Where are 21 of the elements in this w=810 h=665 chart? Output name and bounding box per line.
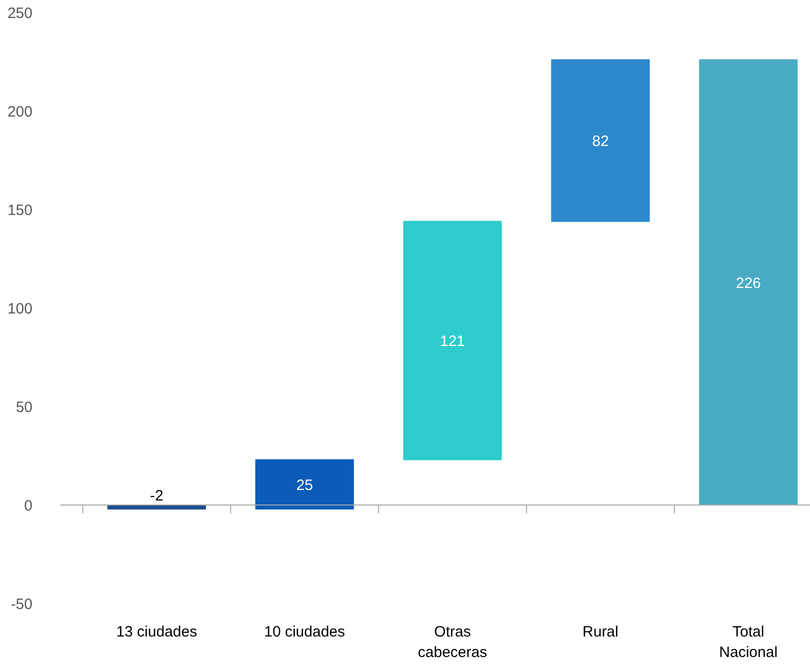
data-label: -2 [150, 487, 164, 504]
bar [551, 59, 650, 222]
bar [403, 220, 502, 460]
data-label: 82 [592, 133, 609, 150]
y-tick-label: 0 [24, 498, 32, 514]
data-label: 226 [736, 274, 761, 292]
data-label: 121 [440, 333, 466, 350]
y-tick-label: 200 [7, 104, 33, 120]
y-tick-label: 100 [7, 300, 33, 318]
x-tick-label: Total Nacional [719, 624, 778, 661]
bar [255, 459, 354, 510]
bar [699, 59, 798, 506]
y-tick-label: 50 [16, 399, 33, 416]
y-tick-label: 250 [7, 5, 33, 22]
y-tick-label: -50 [10, 596, 33, 613]
x-tick-label: 10 ciudades [264, 624, 346, 640]
x-tick-label: Rural [582, 624, 618, 640]
y-tick-label: 150 [7, 202, 33, 219]
x-tick-label: Otras cabeceras [418, 624, 488, 661]
x-tick-label: 13 ciudades [116, 624, 198, 640]
data-label: 25 [296, 476, 313, 494]
